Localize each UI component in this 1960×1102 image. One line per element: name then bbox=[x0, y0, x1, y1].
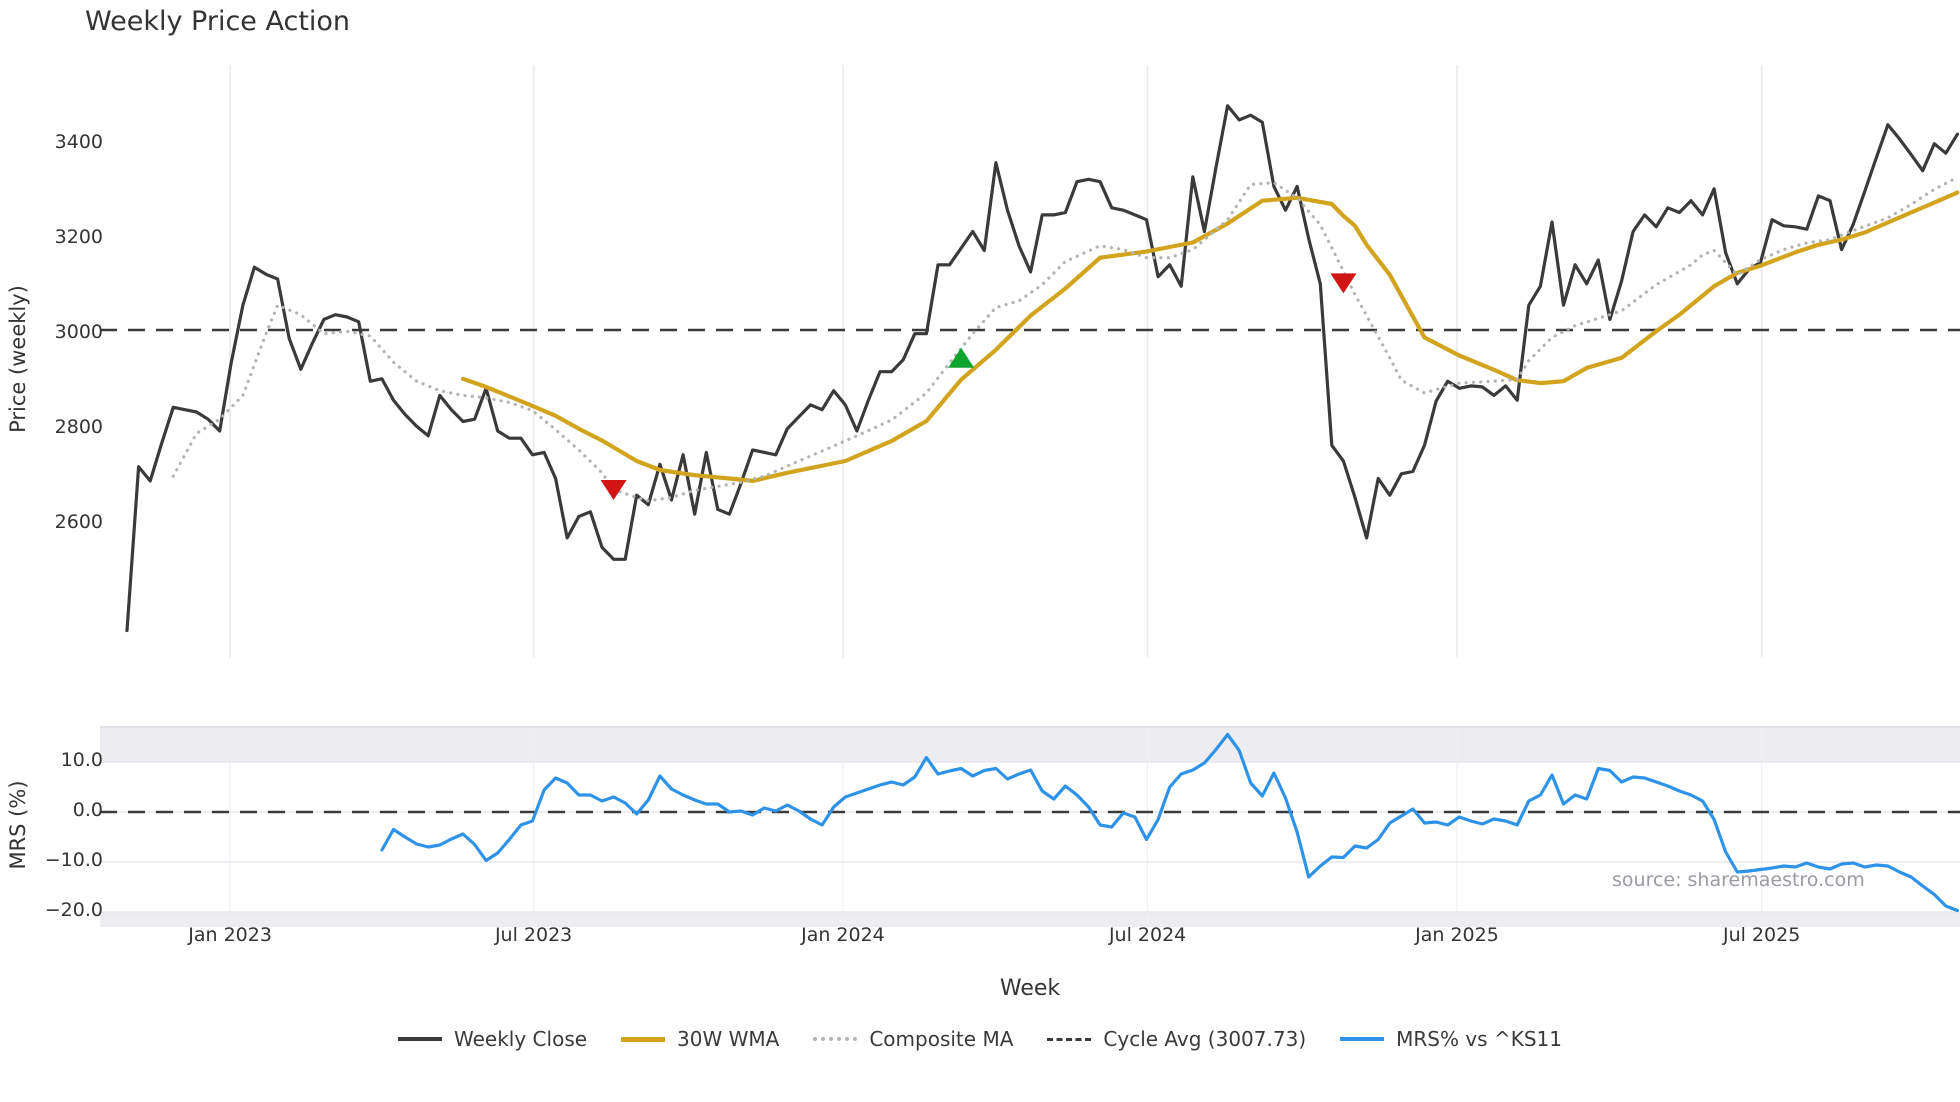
mrs-y-tick-label: 10.0 bbox=[60, 749, 103, 771]
mrs-line-swatch bbox=[1340, 1037, 1385, 1041]
buy-signal-triangle-icon bbox=[948, 347, 975, 368]
mrs-line bbox=[380, 732, 1960, 913]
mrs-y-tick-label: −20.0 bbox=[44, 899, 103, 921]
page-title: Weekly Price Action bbox=[85, 6, 351, 37]
legend-label: MRS% vs ^KS11 bbox=[1396, 1027, 1562, 1051]
x-axis-label: Week bbox=[999, 976, 1061, 1001]
source-watermark: source: sharemaestro.com bbox=[1612, 869, 1865, 891]
weekly-close-line-swatch bbox=[398, 1037, 443, 1041]
legend: Weekly Close 30W WMA Composite MA Cycle … bbox=[0, 1027, 1960, 1051]
x-tick-label: Jul 2023 bbox=[494, 924, 573, 946]
composite-ma-line-swatch bbox=[813, 1037, 858, 1041]
mrs-threshold-band bbox=[100, 727, 1960, 762]
mrs-threshold-band bbox=[100, 912, 1960, 927]
legend-item-cycle-avg: Cycle Avg (3007.73) bbox=[1047, 1027, 1306, 1051]
x-tick-label: Jul 2025 bbox=[1722, 924, 1801, 946]
x-tick-label: Jan 2024 bbox=[801, 924, 885, 946]
legend-label: Weekly Close bbox=[454, 1027, 588, 1051]
legend-item-30w-wma: 30W WMA bbox=[621, 1027, 779, 1051]
legend-label: 30W WMA bbox=[677, 1027, 780, 1051]
price-y-tick-label: 2600 bbox=[54, 510, 103, 533]
x-tick-label: Jan 2025 bbox=[1415, 924, 1499, 946]
weekly-close-line bbox=[125, 104, 1960, 633]
mrs-y-tick-label: −10.0 bbox=[44, 849, 103, 871]
price-y-tick-label: 3200 bbox=[54, 225, 103, 248]
wma-line-swatch bbox=[621, 1036, 666, 1042]
legend-label: Composite MA bbox=[869, 1027, 1014, 1051]
sell-signal-triangle-icon bbox=[600, 480, 627, 501]
price-y-tick-label: 3000 bbox=[54, 320, 103, 343]
price-y-tick-label: 2800 bbox=[54, 415, 103, 438]
sell-signal-triangle-icon bbox=[1330, 273, 1357, 294]
x-tick-label: Jul 2024 bbox=[1108, 924, 1187, 946]
legend-item-mrs: MRS% vs ^KS11 bbox=[1340, 1027, 1562, 1051]
mrs-y-tick-label: 0.0 bbox=[72, 799, 103, 821]
legend-label: Cycle Avg (3007.73) bbox=[1103, 1027, 1307, 1051]
price-y-tick-label: 3400 bbox=[54, 130, 103, 153]
legend-item-composite-ma: Composite MA bbox=[813, 1027, 1013, 1051]
cycle-avg-line-swatch bbox=[1047, 1037, 1092, 1041]
30w-wma-line bbox=[460, 190, 1960, 483]
legend-item-weekly-close: Weekly Close bbox=[398, 1027, 587, 1051]
x-tick-label: Jan 2023 bbox=[188, 924, 272, 946]
composite-ma-line bbox=[171, 175, 1960, 503]
